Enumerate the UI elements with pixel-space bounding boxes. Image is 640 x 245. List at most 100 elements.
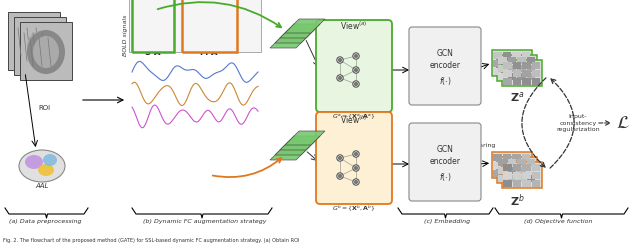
Text: $\mathbf{Z}^b$: $\mathbf{Z}^b$ (509, 192, 524, 208)
Circle shape (337, 75, 343, 81)
FancyBboxPatch shape (531, 180, 540, 187)
FancyBboxPatch shape (498, 73, 506, 80)
FancyBboxPatch shape (522, 170, 530, 177)
FancyBboxPatch shape (502, 154, 511, 161)
FancyBboxPatch shape (522, 162, 530, 169)
FancyBboxPatch shape (513, 70, 521, 77)
FancyBboxPatch shape (497, 157, 537, 183)
FancyBboxPatch shape (492, 152, 532, 178)
Circle shape (353, 179, 359, 185)
Circle shape (355, 83, 358, 86)
FancyArrowPatch shape (157, 2, 281, 27)
FancyBboxPatch shape (498, 57, 506, 64)
Text: $\mathbf{M}$-$\mathbf{A}$: $\mathbf{M}$-$\mathbf{A}$ (199, 46, 219, 57)
Text: $G^b=\{\mathbf{X}^b, \mathbf{A}^b\}$: $G^b=\{\mathbf{X}^b, \mathbf{A}^b\}$ (332, 203, 376, 213)
FancyBboxPatch shape (493, 154, 502, 161)
FancyArrowPatch shape (212, 158, 282, 177)
FancyBboxPatch shape (508, 57, 516, 64)
FancyBboxPatch shape (503, 78, 511, 85)
FancyBboxPatch shape (493, 60, 502, 67)
FancyBboxPatch shape (498, 159, 506, 166)
FancyBboxPatch shape (508, 175, 516, 182)
FancyBboxPatch shape (513, 62, 521, 69)
Text: BOLD signals: BOLD signals (124, 15, 129, 56)
FancyBboxPatch shape (502, 162, 511, 169)
Text: $\mathbf{S}$-$\mathbf{A}$: $\mathbf{S}$-$\mathbf{A}$ (144, 46, 162, 57)
FancyBboxPatch shape (512, 170, 520, 177)
FancyBboxPatch shape (513, 164, 521, 171)
Text: (c) Embedding: (c) Embedding (424, 219, 470, 224)
FancyBboxPatch shape (522, 70, 531, 77)
Polygon shape (270, 146, 310, 160)
FancyBboxPatch shape (517, 73, 525, 80)
Circle shape (353, 81, 359, 87)
FancyBboxPatch shape (503, 62, 511, 69)
FancyBboxPatch shape (409, 123, 481, 201)
Ellipse shape (38, 164, 54, 176)
FancyBboxPatch shape (508, 159, 516, 166)
FancyBboxPatch shape (503, 164, 511, 171)
FancyBboxPatch shape (316, 112, 392, 204)
Ellipse shape (21, 25, 59, 69)
FancyBboxPatch shape (503, 180, 511, 187)
Polygon shape (280, 24, 320, 38)
Ellipse shape (15, 20, 53, 64)
Text: Weight sharing: Weight sharing (448, 143, 495, 147)
FancyBboxPatch shape (531, 70, 540, 77)
FancyBboxPatch shape (503, 172, 511, 179)
FancyBboxPatch shape (502, 162, 542, 188)
Circle shape (337, 57, 343, 63)
Circle shape (355, 167, 358, 170)
FancyBboxPatch shape (508, 73, 516, 80)
Text: View$^{(a)}$: View$^{(a)}$ (340, 20, 367, 32)
FancyBboxPatch shape (512, 162, 520, 169)
FancyBboxPatch shape (527, 73, 535, 80)
Circle shape (337, 155, 343, 161)
FancyBboxPatch shape (522, 154, 530, 161)
FancyBboxPatch shape (527, 65, 535, 72)
Circle shape (355, 181, 358, 184)
Text: Fig. 2. The flowchart of the proposed method (GATE) for SSL-based dynamic FC aug: Fig. 2. The flowchart of the proposed me… (3, 238, 300, 243)
FancyBboxPatch shape (409, 27, 481, 105)
Polygon shape (285, 19, 325, 33)
FancyBboxPatch shape (512, 52, 520, 59)
FancyBboxPatch shape (502, 170, 511, 177)
FancyBboxPatch shape (522, 52, 530, 59)
FancyBboxPatch shape (14, 17, 66, 75)
FancyBboxPatch shape (517, 175, 525, 182)
FancyBboxPatch shape (498, 65, 506, 72)
FancyArrowPatch shape (599, 121, 610, 125)
FancyBboxPatch shape (522, 68, 530, 75)
Polygon shape (270, 34, 310, 48)
FancyBboxPatch shape (493, 68, 502, 75)
FancyBboxPatch shape (522, 172, 531, 179)
Polygon shape (280, 136, 320, 150)
Ellipse shape (21, 26, 47, 58)
FancyBboxPatch shape (527, 167, 535, 174)
FancyBboxPatch shape (512, 68, 520, 75)
FancyBboxPatch shape (502, 68, 511, 75)
Text: View$^{(b)}$: View$^{(b)}$ (340, 114, 368, 126)
FancyBboxPatch shape (498, 175, 506, 182)
FancyBboxPatch shape (517, 65, 525, 72)
FancyBboxPatch shape (497, 55, 537, 81)
Circle shape (353, 165, 359, 171)
Circle shape (353, 53, 359, 59)
FancyArrowPatch shape (550, 79, 574, 168)
FancyBboxPatch shape (527, 175, 535, 182)
FancyBboxPatch shape (522, 164, 531, 171)
FancyBboxPatch shape (316, 20, 392, 112)
Text: AAL: AAL (35, 183, 49, 189)
Circle shape (355, 152, 358, 156)
FancyBboxPatch shape (493, 52, 502, 59)
FancyBboxPatch shape (517, 159, 525, 166)
FancyBboxPatch shape (493, 170, 502, 177)
Text: $G^a=\{\mathbf{X}^a, \mathbf{A}^a\}$: $G^a=\{\mathbf{X}^a, \mathbf{A}^a\}$ (332, 112, 376, 121)
FancyBboxPatch shape (20, 22, 72, 80)
FancyBboxPatch shape (513, 172, 521, 179)
Text: (b) Dynamic FC augmentation strategy: (b) Dynamic FC augmentation strategy (143, 219, 267, 224)
FancyBboxPatch shape (503, 70, 511, 77)
FancyBboxPatch shape (512, 154, 520, 161)
FancyBboxPatch shape (522, 62, 531, 69)
FancyBboxPatch shape (502, 52, 511, 59)
